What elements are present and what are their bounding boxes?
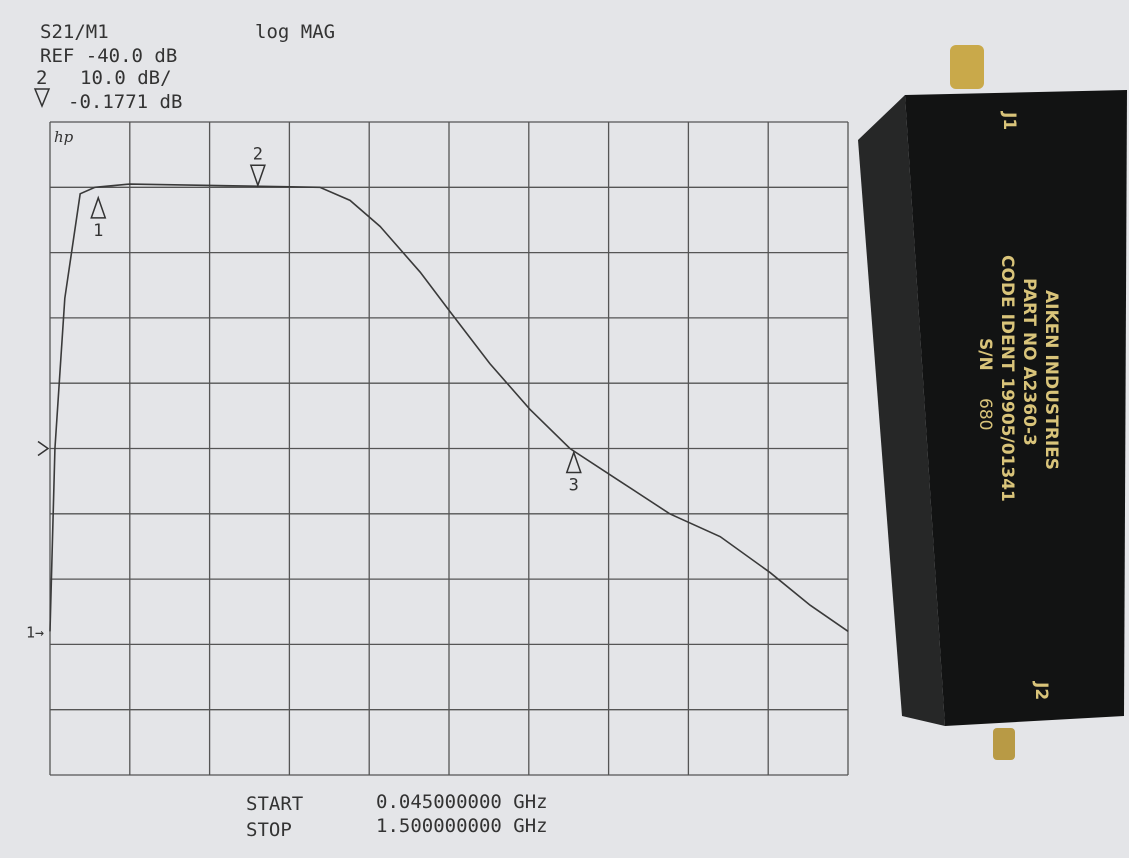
start-value: 0.045000000 GHz [376, 791, 548, 813]
j1-label: J1 [999, 111, 1019, 130]
trace-label: S21/M1 [40, 21, 109, 43]
scale-label: 10.0 dB/ [80, 67, 172, 89]
j2-label: J2 [1031, 681, 1051, 700]
start-marker: 1→ [26, 623, 44, 641]
page: S21/M1 log MAG REF -40.0 dB 2 10.0 dB/ -… [0, 0, 1129, 858]
stop-value: 1.500000000 GHz [376, 815, 548, 837]
logo: hp [54, 128, 74, 146]
ref-label: REF -40.0 dB [40, 45, 177, 67]
stop-label: STOP [246, 819, 292, 841]
device-text: CODE IDENT 19905/01341 [997, 255, 1017, 502]
marker-label: 2 [253, 144, 263, 164]
device-text: AIKEN INDUSTRIES [1041, 290, 1061, 470]
marker-value: -0.1771 dB [68, 91, 182, 113]
serial: 680 [975, 398, 995, 430]
marker-num: 2 [36, 67, 47, 89]
photo: S21/M1 log MAG REF -40.0 dB 2 10.0 dB/ -… [0, 0, 1129, 858]
device-text: S/N [975, 338, 995, 371]
connector-j1 [950, 45, 984, 89]
format-label: log MAG [255, 21, 335, 43]
start-label: START [246, 793, 303, 815]
device-text: PART NO A2360-3 [1019, 278, 1039, 446]
marker-label: 3 [569, 476, 579, 496]
connector-j2 [993, 728, 1015, 760]
marker-label: 1 [93, 221, 103, 241]
